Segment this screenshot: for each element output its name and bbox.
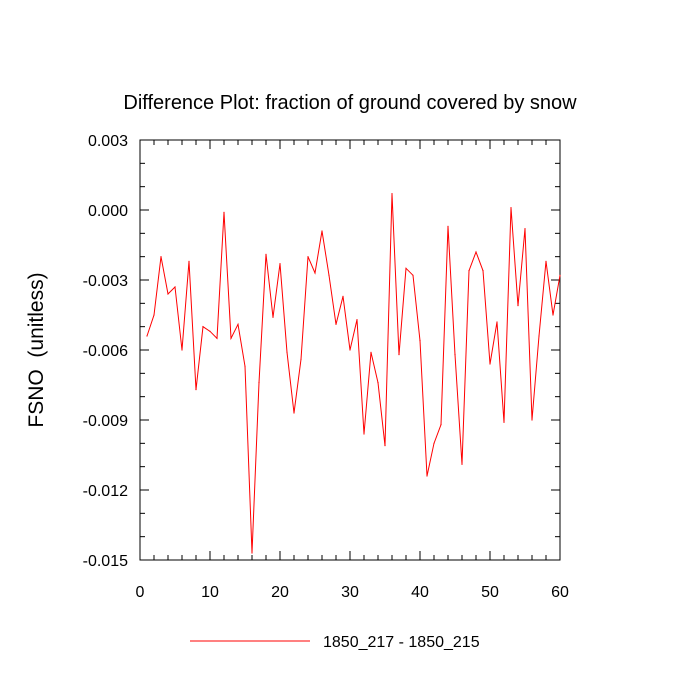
data-point: [286, 351, 288, 353]
data-point: [552, 314, 554, 316]
y-tick-label: -0.015: [83, 553, 128, 570]
data-point: [230, 337, 232, 339]
data-point: [188, 260, 190, 262]
data-point: [461, 463, 463, 465]
data-point: [440, 424, 442, 426]
y-tick-label: -0.009: [83, 413, 128, 430]
x-tick-label: 50: [481, 584, 499, 601]
data-point: [468, 270, 470, 272]
data-point: [454, 354, 456, 356]
data-point: [531, 419, 533, 421]
data-point: [300, 358, 302, 360]
data-point: [559, 274, 561, 276]
data-point: [314, 272, 316, 274]
data-point: [181, 349, 183, 351]
data-point: [391, 193, 393, 195]
data-point: [328, 274, 330, 276]
y-tick-label: -0.006: [83, 343, 128, 360]
series-layer: [146, 193, 561, 554]
x-tick-label: 0: [136, 584, 145, 601]
data-point: [538, 335, 540, 337]
data-point: [398, 354, 400, 356]
data-point: [503, 421, 505, 423]
data-point: [202, 326, 204, 328]
data-point: [370, 351, 372, 353]
data-point: [153, 314, 155, 316]
data-point: [195, 389, 197, 391]
data-point: [524, 228, 526, 230]
data-point: [412, 274, 414, 276]
data-point: [482, 270, 484, 272]
x-tick-label: 30: [341, 584, 359, 601]
data-point: [510, 207, 512, 209]
data-point: [244, 365, 246, 367]
data-point: [342, 295, 344, 297]
data-point: [265, 253, 267, 255]
data-point: [258, 382, 260, 384]
data-point: [272, 316, 274, 318]
chart-title: Difference Plot: fraction of ground cove…: [123, 92, 577, 114]
y-tick-label: 0.000: [88, 203, 128, 220]
data-point: [167, 293, 169, 295]
data-point: [363, 433, 365, 435]
data-point: [335, 323, 337, 325]
data-point: [223, 211, 225, 213]
data-point: [216, 337, 218, 339]
data-point: [384, 445, 386, 447]
x-tick-labels: 0 10 20 30 40 50 60: [136, 584, 569, 601]
legend-label: 1850_217 - 1850_215: [323, 634, 480, 651]
data-point: [209, 330, 211, 332]
data-point: [293, 412, 295, 414]
y-tick-label: -0.012: [83, 483, 128, 500]
data-point: [160, 256, 162, 258]
data-point: [237, 323, 239, 325]
data-point: [349, 349, 351, 351]
y-tick-label: -0.003: [83, 273, 128, 290]
x-tick-label: 10: [201, 584, 219, 601]
data-point: [447, 225, 449, 227]
data-point: [307, 256, 309, 258]
data-point: [433, 442, 435, 444]
legend: 1850_217 - 1850_215: [190, 634, 480, 651]
data-point: [496, 321, 498, 323]
data-point: [545, 260, 547, 262]
data-point: [419, 340, 421, 342]
data-point: [489, 363, 491, 365]
series-line: [146, 193, 561, 554]
y-tick-labels: 0.003 0.000 -0.003 -0.006 -0.009 -0.012 -0.015: [83, 133, 128, 570]
data-point: [517, 305, 519, 307]
x-tick-label: 60: [551, 584, 569, 601]
data-point: [279, 263, 281, 265]
y-tick-label: 0.003: [88, 133, 128, 150]
data-point: [321, 230, 323, 232]
data-point: [356, 319, 358, 321]
x-tick-label: 40: [411, 584, 429, 601]
x-tick-label: 20: [271, 584, 289, 601]
data-point: [426, 475, 428, 477]
data-point: [174, 286, 176, 288]
data-point: [475, 251, 477, 253]
data-point: [405, 267, 407, 269]
data-point: [251, 552, 253, 554]
y-axis-label: FSNO (unitless): [25, 272, 48, 427]
data-point: [377, 382, 379, 384]
axis-ticks: [139, 139, 561, 561]
data-point: [146, 335, 148, 337]
